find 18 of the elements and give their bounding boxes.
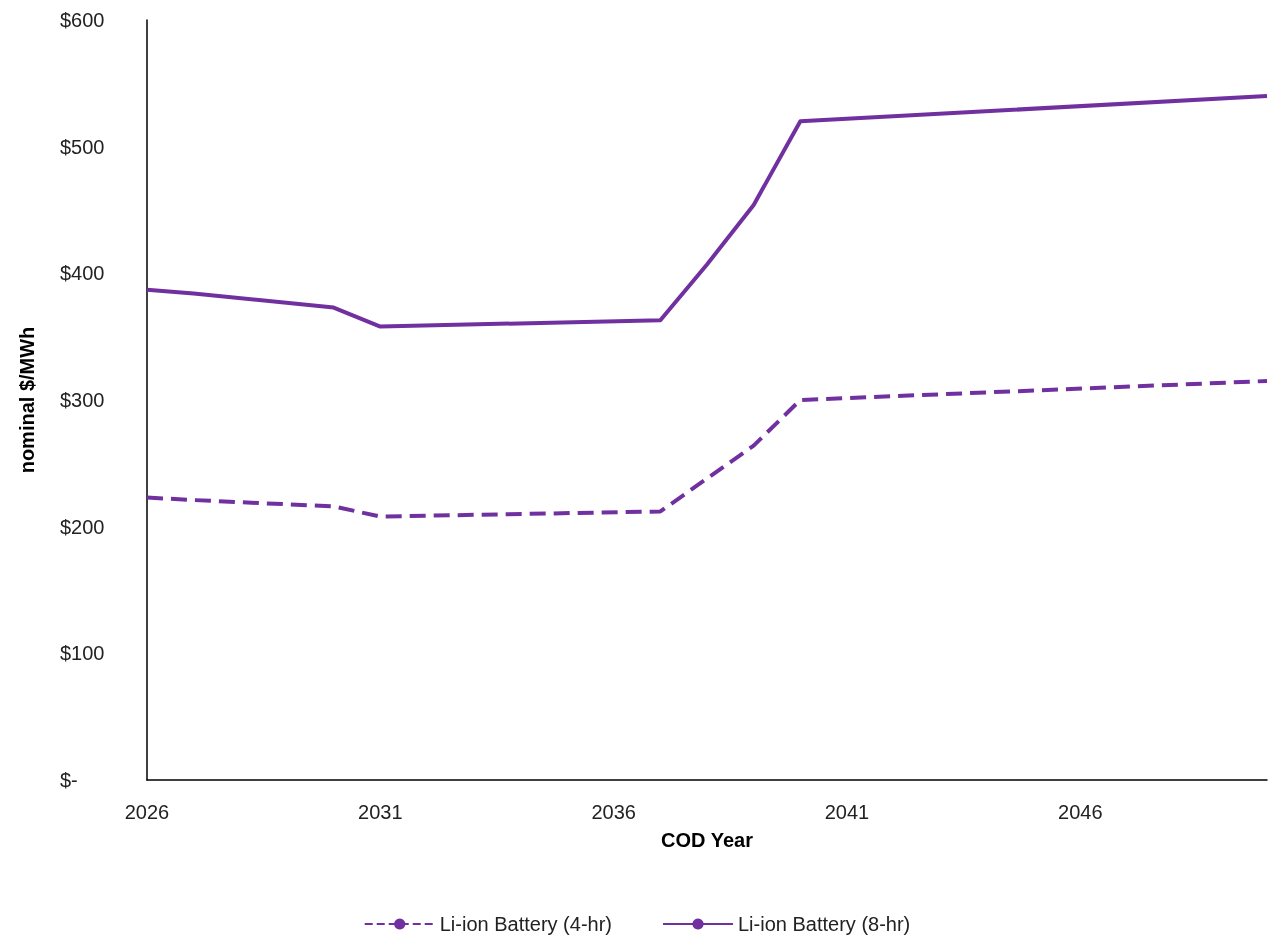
y-tick-label: $600 [60, 9, 105, 31]
line-series [145, 379, 1269, 519]
x-tick-label: 2031 [358, 801, 403, 823]
legend-label: Li-ion Battery (8-hr) [738, 913, 911, 935]
x-tick-label: 2046 [1058, 801, 1103, 823]
y-tick-label: $100 [60, 642, 105, 665]
legend-label: Li-ion Battery (4-hr) [439, 913, 613, 935]
y-tick-label: $200 [60, 515, 105, 538]
y-tick-label: $500 [60, 135, 105, 158]
y-tick-label: $300 [60, 389, 105, 411]
y-tick-label: $- [60, 769, 78, 791]
line-series [145, 94, 1269, 329]
y-axis-title: nominal $/MWh [16, 326, 38, 474]
x-tick-label: 2041 [824, 801, 870, 823]
y-tick-label: $400 [60, 262, 105, 285]
x-axis-title: COD Year [661, 829, 754, 851]
x-tick-label: 2026 [124, 801, 170, 823]
x-tick-label: 2036 [591, 801, 636, 823]
